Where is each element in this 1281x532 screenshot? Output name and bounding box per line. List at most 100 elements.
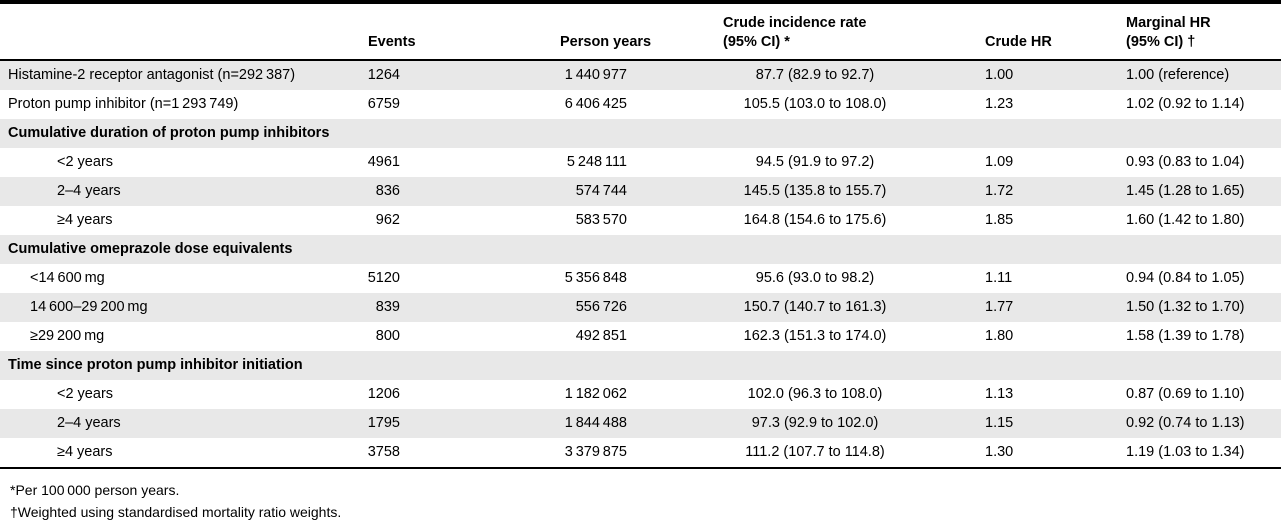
table-row: 2–4 years 1795 1 844 488 97.3 (92.9 to 102.… <box>0 409 1281 438</box>
cell-marginal-hr: 1.60 (1.42 to 1.80) <box>1126 212 1245 228</box>
cell-person-years: 5 356 848 <box>564 270 627 286</box>
section-header-row: Cumulative duration of proton pump inhib… <box>0 119 1281 148</box>
cell-crude-hr: 1.80 <box>985 328 1014 344</box>
column-header-label-line2: (95% CI) † <box>1126 34 1196 50</box>
row-label: 2–4 years <box>57 183 121 199</box>
table-row: <2 years 4961 5 248 111 94.5 (91.9 to 97.2)… <box>0 148 1281 177</box>
cell-crude-hr: 1.13 <box>985 386 1014 402</box>
column-header-events: Events <box>355 2 480 61</box>
cell-marginal-hr: 1.50 (1.32 to 1.70) <box>1126 299 1245 315</box>
cell-crude-incidence-rate: 162.3 (151.3 to 174.0) <box>743 328 887 344</box>
table-row: <14 600 mg 5120 5 356 848 95.6 (93.0 to 98.… <box>0 264 1281 293</box>
cell-crude-hr: 1.09 <box>985 154 1014 170</box>
cell-events: 4961 <box>367 154 400 170</box>
cell-crude-hr: 1.00 <box>985 67 1014 83</box>
table-row: <2 years 1206 1 182 062 102.0 (96.3 to 108.… <box>0 380 1281 409</box>
table-row: ≥4 years 962 583 570 164.8 (154.6 to 175.6)… <box>0 206 1281 235</box>
column-header-person-years: Person years <box>480 2 700 61</box>
cell-person-years: 492 851 <box>575 328 627 344</box>
row-label: <2 years <box>57 154 114 170</box>
cell-crude-incidence-rate: 145.5 (135.8 to 155.7) <box>743 183 887 199</box>
cell-crude-hr: 1.15 <box>985 415 1014 431</box>
cell-person-years: 5 248 111 <box>566 154 627 170</box>
table-row: ≥4 years 3758 3 379 875 111.2 (107.7 to 114… <box>0 438 1281 469</box>
table-row: Proton pump inhibitor (n=1 293 749) 6759 6… <box>0 90 1281 119</box>
column-header-label: Events <box>368 34 416 50</box>
section-header-row: Time since proton pump inhibitor initiat… <box>0 351 1281 380</box>
cell-crude-hr: 1.30 <box>960 438 1100 469</box>
cell-marginal-hr: 1.45 (1.28 to 1.65) <box>1126 183 1245 199</box>
cell-marginal-hr: 1.19 (1.03 to 1.34) <box>1100 438 1281 469</box>
cell-person-years: 574 744 <box>575 183 627 199</box>
cell-events: 800 <box>375 328 400 344</box>
row-label: 14 600–29 200 mg <box>30 299 148 315</box>
cell-marginal-hr: 0.92 (0.74 to 1.13) <box>1126 415 1245 431</box>
column-header-marginal-hr: Marginal HR (95% CI) † <box>1100 2 1281 61</box>
section-title: Time since proton pump inhibitor initiat… <box>8 357 303 373</box>
cell-events: 836 <box>375 183 400 199</box>
cell-crude-incidence-rate: 95.6 (93.0 to 98.2) <box>755 270 875 286</box>
column-header-blank <box>0 2 355 61</box>
cell-person-years: 1 440 977 <box>564 67 627 83</box>
table-row: 14 600–29 200 mg 839 556 726 150.7 (140.7 t… <box>0 293 1281 322</box>
cell-crude-incidence-rate: 111.2 (107.7 to 114.8) <box>700 438 960 469</box>
section-title: Cumulative duration of proton pump inhib… <box>8 125 330 141</box>
cell-person-years: 1 182 062 <box>564 386 627 402</box>
cell-person-years: 6 406 425 <box>564 96 627 112</box>
column-header-crude-hr: Crude HR <box>960 2 1100 61</box>
cell-crude-hr: 1.85 <box>985 212 1014 228</box>
table-row: ≥29 200 mg 800 492 851 162.3 (151.3 to 174.… <box>0 322 1281 351</box>
cell-marginal-hr: 0.87 (0.69 to 1.10) <box>1126 386 1245 402</box>
cell-crude-incidence-rate: 94.5 (91.9 to 97.2) <box>755 154 875 170</box>
cell-person-years: 583 570 <box>575 212 627 228</box>
row-label: ≥4 years <box>0 438 355 469</box>
footnote-incidence-rate-definition: *Per 100 000 person years. <box>10 482 180 498</box>
column-header-label-line1: Crude incidence rate <box>723 15 867 31</box>
cell-marginal-hr: 0.94 (0.84 to 1.05) <box>1126 270 1245 286</box>
cell-marginal-hr: 0.93 (0.83 to 1.04) <box>1126 154 1245 170</box>
cell-events: 6759 <box>367 96 400 112</box>
header-row: Events Person years Crude incidence rate… <box>0 2 1281 61</box>
cell-events: 5120 <box>367 270 400 286</box>
section-title: Cumulative omeprazole dose equivalents <box>8 241 293 257</box>
cell-crude-hr: 1.72 <box>985 183 1014 199</box>
cell-crude-incidence-rate: 164.8 (154.6 to 175.6) <box>743 212 887 228</box>
row-label: Histamine-2 receptor antagonist (n=292 3… <box>8 67 296 83</box>
cell-crude-hr: 1.11 <box>985 270 1013 286</box>
cell-crude-incidence-rate: 97.3 (92.9 to 102.0) <box>751 415 879 431</box>
footnotes: *Per 100 000 person years. †Weighted usi… <box>0 469 1281 523</box>
cell-events: 839 <box>375 299 400 315</box>
table-row: Histamine-2 receptor antagonist (n=292 3… <box>0 60 1281 90</box>
column-header-label: Person years <box>560 34 652 50</box>
cell-marginal-hr: 1.02 (0.92 to 1.14) <box>1126 96 1245 112</box>
column-header-crude-incidence-rate: Crude incidence rate (95% CI) * <box>700 2 960 61</box>
cell-person-years: 556 726 <box>575 299 627 315</box>
row-label: ≥29 200 mg <box>30 328 105 344</box>
table-body: Histamine-2 receptor antagonist (n=292 3… <box>0 60 1281 469</box>
cell-crude-incidence-rate: 150.7 (140.7 to 161.3) <box>743 299 887 315</box>
row-label: 2–4 years <box>57 415 121 431</box>
cell-crude-incidence-rate: 102.0 (96.3 to 108.0) <box>747 386 883 402</box>
cell-crude-hr: 1.23 <box>985 96 1014 112</box>
row-label: ≥4 years <box>57 212 113 228</box>
cell-crude-incidence-rate: 105.5 (103.0 to 108.0) <box>743 96 887 112</box>
row-label: <14 600 mg <box>30 270 105 286</box>
cell-events: 3758 <box>355 438 480 469</box>
section-header-row: Cumulative omeprazole dose equivalents <box>0 235 1281 264</box>
cell-marginal-hr: 1.00 (reference) <box>1126 67 1230 83</box>
table-header: Events Person years Crude incidence rate… <box>0 2 1281 61</box>
row-label: Proton pump inhibitor (n=1 293 749) <box>8 96 239 112</box>
table-row: 2–4 years 836 574 744 145.5 (135.8 to 155.7… <box>0 177 1281 206</box>
cell-person-years: 3 379 875 <box>480 438 700 469</box>
column-header-label-line2: (95% CI) * <box>723 34 790 50</box>
cell-person-years: 1 844 488 <box>564 415 627 431</box>
cell-crude-incidence-rate: 87.7 (82.9 to 92.7) <box>755 67 875 83</box>
cell-marginal-hr: 1.58 (1.39 to 1.78) <box>1126 328 1245 344</box>
cell-crude-hr: 1.77 <box>985 299 1014 315</box>
results-table: Events Person years Crude incidence rate… <box>0 0 1281 469</box>
cell-events: 1264 <box>367 67 400 83</box>
column-header-label: Crude HR <box>985 34 1052 50</box>
cell-events: 1206 <box>367 386 400 402</box>
cell-events: 1795 <box>367 415 400 431</box>
cell-events: 962 <box>375 212 400 228</box>
